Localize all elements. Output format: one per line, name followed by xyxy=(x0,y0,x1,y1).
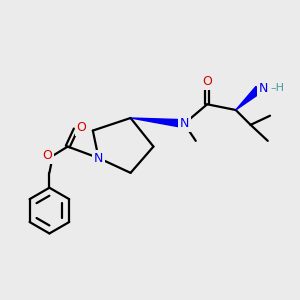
Text: O: O xyxy=(76,121,86,134)
Polygon shape xyxy=(130,118,185,128)
Text: N: N xyxy=(180,117,189,130)
Text: O: O xyxy=(42,149,52,162)
Text: N: N xyxy=(259,82,268,95)
Text: O: O xyxy=(202,75,212,88)
Text: –H: –H xyxy=(270,83,284,93)
Polygon shape xyxy=(236,86,261,110)
Text: N: N xyxy=(94,152,103,164)
